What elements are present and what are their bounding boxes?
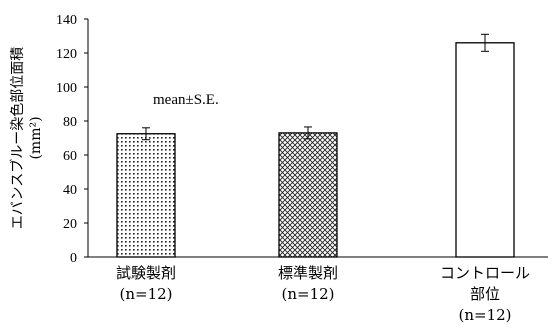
y-tick-label: 100 — [56, 81, 77, 96]
y-tick-label: 0 — [70, 251, 77, 266]
bars — [116, 42, 515, 258]
y-tick-label: 40 — [63, 183, 77, 198]
x-category-label: (n=12) — [119, 285, 172, 303]
y-tick-label: 140 — [56, 13, 77, 28]
x-category-label: (n=12) — [281, 285, 334, 303]
x-category-label: コントロール — [440, 264, 530, 282]
x-category-label: 部位 — [470, 285, 500, 303]
annotation-mean-se: mean±S.E. — [153, 92, 219, 108]
y-axis-unit: (mm²) — [28, 116, 44, 159]
bar — [455, 42, 515, 258]
error-bars — [142, 33, 489, 141]
y-axis-label: エバンスブルー染色部位面積 — [9, 47, 26, 229]
bar — [116, 133, 176, 258]
x-category-label: (n=12) — [458, 306, 511, 324]
y-tick-label: 80 — [63, 115, 77, 130]
y-tick-label: 60 — [63, 149, 77, 164]
bar — [278, 132, 338, 258]
x-category-label: 試験製剤 — [116, 264, 176, 282]
y-tick-label: 120 — [56, 47, 77, 62]
x-category-label: 標準製剤 — [278, 264, 338, 282]
y-tick-label: 20 — [63, 217, 77, 232]
